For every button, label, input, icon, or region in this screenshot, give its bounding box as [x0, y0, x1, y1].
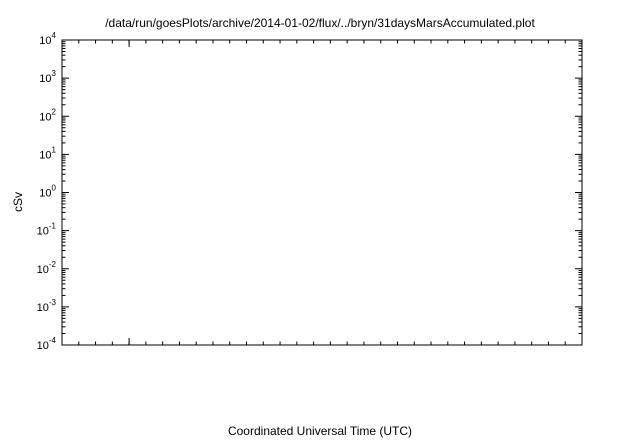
y-axis-label: cSv [11, 192, 25, 213]
y-tick-label: 104 [39, 31, 56, 47]
x-axis-label: Coordinated Universal Time (UTC) [227, 424, 413, 438]
y-tick-label: 10-2 [37, 260, 57, 276]
y-tick-label: 103 [39, 69, 56, 85]
y-tick-label: 102 [39, 107, 56, 123]
y-tick-label: 10-3 [37, 298, 57, 314]
y-tick-label: 10-4 [37, 336, 57, 352]
plot-border [61, 39, 583, 346]
y-tick-label: 100 [39, 184, 56, 200]
chart-title: /data/run/goesPlots/archive/2014-01-02/f… [105, 16, 535, 30]
y-tick-label: 101 [39, 145, 56, 161]
y-tick-label: 10-1 [37, 222, 57, 238]
